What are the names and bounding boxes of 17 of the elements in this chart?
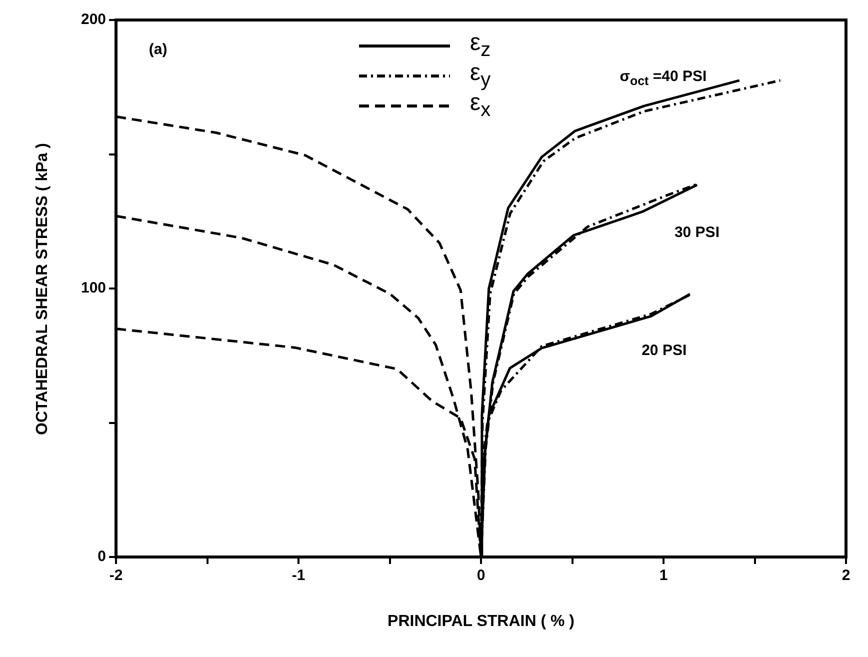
annotation: 30 PSI <box>674 224 720 242</box>
legend-label: ε$_{y}$ <box>470 59 491 92</box>
y-tick-label: 100 <box>80 280 106 297</box>
x-tick-label: -2 <box>109 567 123 584</box>
annotation: σ$_{oct}$ =40 PSI <box>620 68 707 88</box>
annotation: (a) <box>148 41 168 58</box>
y-tick-label: 200 <box>80 11 106 28</box>
x-tick-label: 0 <box>476 567 486 584</box>
x-tick-label: 2 <box>842 567 850 584</box>
x-axis-title: PRINCIPAL STRAIN ( % ) <box>388 613 574 631</box>
annotation: 20 PSI <box>642 342 687 360</box>
y-tick-label: 0 <box>98 548 106 566</box>
x-tick-label: -1 <box>292 567 306 584</box>
legend-label: ε$_{z}$ <box>470 29 491 62</box>
legend-label: ε$_{x}$ <box>470 89 491 122</box>
x-tick-label: 1 <box>659 567 668 584</box>
y-axis-title: OCTAHEDRAL SHEAR STRESS ( kPa ) <box>34 142 52 434</box>
